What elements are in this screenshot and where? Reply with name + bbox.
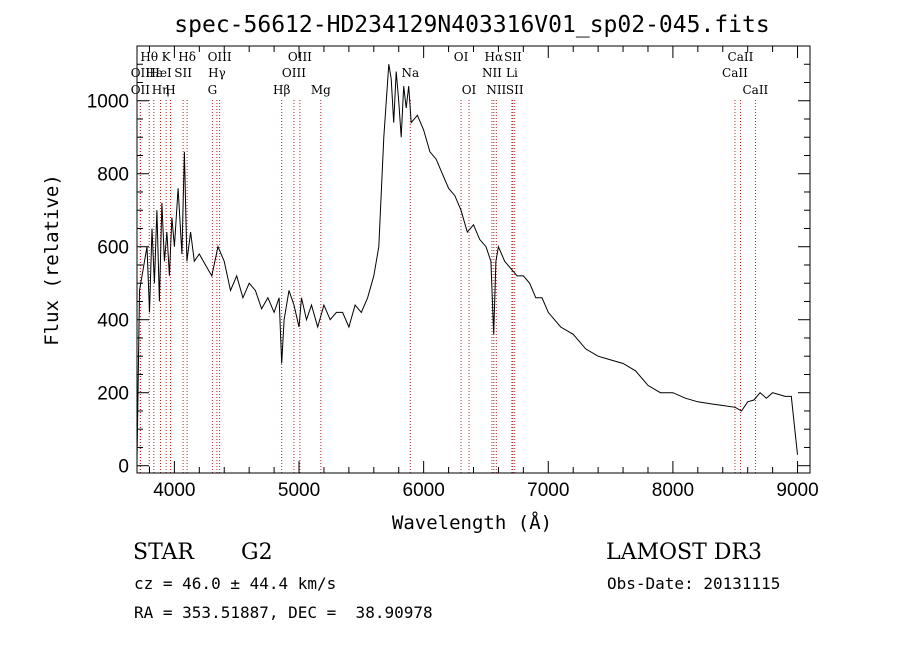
x-tick-label: 9000 xyxy=(776,480,818,501)
x-tick-label: 6000 xyxy=(403,480,445,501)
line-marker-label: Mg xyxy=(311,83,331,97)
y-tick-label: 800 xyxy=(97,165,129,186)
y-tick-label: 1000 xyxy=(87,92,129,113)
line-marker-label: CaII xyxy=(728,50,754,64)
line-marker-label: OIII xyxy=(282,66,306,80)
spectrum-line xyxy=(136,64,798,463)
line-marker-label: OI xyxy=(462,83,477,97)
observation-date: Obs-Date: 20131115 xyxy=(607,574,781,593)
line-marker-label: Hγ xyxy=(208,66,226,80)
line-marker-label: OII xyxy=(131,83,151,97)
line-marker-label: SII xyxy=(504,50,522,64)
chart-title: spec-56612-HD234129N403316V01_sp02-045.f… xyxy=(174,12,769,38)
y-tick-label: 600 xyxy=(97,238,129,259)
line-marker-label: G xyxy=(208,83,218,97)
line-marker-label: Hη xyxy=(152,83,170,97)
x-tick-label: 8000 xyxy=(652,480,694,501)
plot-frame xyxy=(136,45,811,474)
line-marker-label: OIII xyxy=(288,50,312,64)
line-marker-label: OIII xyxy=(208,50,232,64)
axes: 4000 5000 6000 7000 8000 9000 0 200 400 600 800 100… xyxy=(87,45,819,501)
line-marker-label: OII xyxy=(131,66,151,80)
line-marker-label: Hα xyxy=(485,50,504,64)
line-marker-label: CaII xyxy=(742,83,768,97)
line-marker-label: Hε xyxy=(145,66,162,80)
coordinates: RA = 353.51887, DEC = 38.90978 xyxy=(134,603,433,622)
line-marker-label: SII xyxy=(174,66,192,80)
line-marker-label: CaII xyxy=(722,66,748,80)
y-axis-label: Flux (relative) xyxy=(41,174,63,346)
line-marker-label: Li xyxy=(506,66,518,80)
x-tick-label: 4000 xyxy=(153,480,195,501)
line-marker-label: NII xyxy=(486,83,506,97)
line-marker-label: NII xyxy=(482,66,502,80)
line-marker-label: HeI xyxy=(149,66,172,80)
cz-readout: cz = 46.0 ± 44.4 km/s xyxy=(134,574,337,593)
object-type: STAR xyxy=(133,540,194,565)
y-tick-label: 400 xyxy=(97,311,129,332)
line-marker-label: K xyxy=(162,50,172,64)
y-tick-label: 0 xyxy=(118,457,129,478)
x-tick-label: 7000 xyxy=(527,480,569,501)
line-marker-label: SII xyxy=(506,83,524,97)
line-marker-label: Hθ xyxy=(140,50,158,64)
x-axis-label: Wavelength (Å) xyxy=(392,511,552,534)
line-marker-label: H xyxy=(165,83,175,97)
line-marker-label: OI xyxy=(454,50,469,64)
line-marker-label: Na xyxy=(401,66,419,80)
line-marker-label: Hδ xyxy=(178,50,196,64)
y-tick-label: 200 xyxy=(97,384,129,405)
x-tick-label: 5000 xyxy=(278,480,320,501)
subclass: G2 xyxy=(241,540,273,565)
line-marker-label: Hβ xyxy=(273,83,290,97)
survey-name: LAMOST DR3 xyxy=(606,540,762,565)
